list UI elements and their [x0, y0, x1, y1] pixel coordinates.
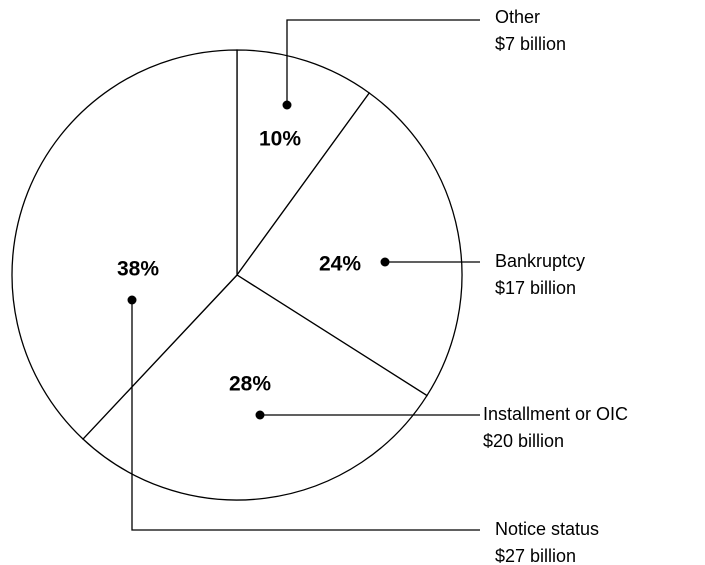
- pie-slice: [236, 92, 463, 397]
- amount-label: $17 billion: [495, 278, 576, 298]
- leader-line: [131, 300, 480, 531]
- percent-label: 24%: [319, 253, 361, 276]
- pie-slice: [11, 49, 238, 440]
- category-label: Notice status: [495, 519, 599, 539]
- amount-label: $27 billion: [495, 546, 576, 565]
- amount-label: $7 billion: [495, 34, 566, 54]
- percent-label: 10%: [259, 128, 301, 151]
- category-label: Other: [495, 7, 540, 27]
- category-label: Installment or OIC: [483, 404, 628, 424]
- category-label: Bankruptcy: [495, 251, 585, 271]
- pie-slice: [236, 49, 371, 278]
- percent-label: 28%: [229, 373, 271, 396]
- leader-dot: [282, 100, 292, 110]
- leader-dot: [127, 295, 137, 305]
- pie-slice: [82, 274, 428, 501]
- percent-label: 38%: [117, 258, 159, 281]
- leader-line: [286, 19, 480, 105]
- leader-dot: [255, 410, 265, 420]
- leader-dot: [380, 257, 390, 267]
- amount-label: $20 billion: [483, 431, 564, 451]
